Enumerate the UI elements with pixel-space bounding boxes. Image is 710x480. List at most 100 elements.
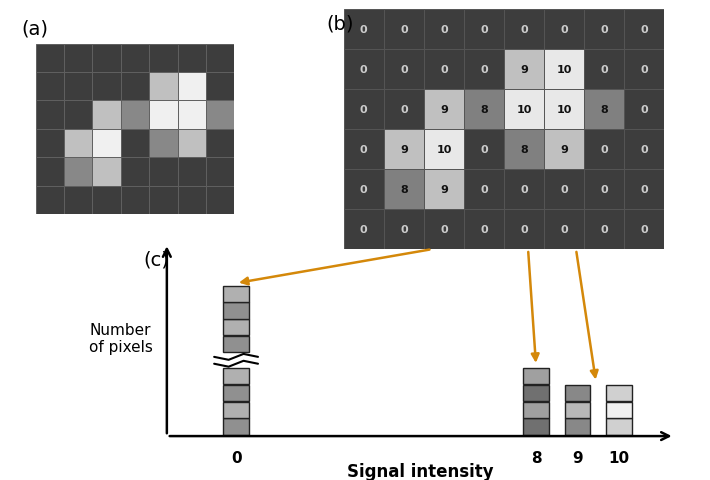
Bar xyxy=(149,130,178,158)
Bar xyxy=(92,130,121,158)
Text: 0: 0 xyxy=(440,225,448,235)
Text: 0: 0 xyxy=(400,105,408,115)
Text: 0: 0 xyxy=(360,24,368,35)
Text: 0: 0 xyxy=(400,24,408,35)
Text: 10: 10 xyxy=(557,105,572,115)
Bar xyxy=(121,73,149,101)
Bar xyxy=(64,130,92,158)
Text: 9: 9 xyxy=(440,185,448,194)
Text: 10: 10 xyxy=(557,65,572,74)
Text: 0: 0 xyxy=(640,144,648,155)
Text: 0: 0 xyxy=(640,225,648,235)
Bar xyxy=(224,419,248,434)
Bar xyxy=(149,101,178,130)
Bar xyxy=(178,45,206,73)
Bar xyxy=(121,186,149,215)
Bar xyxy=(178,186,206,215)
Bar xyxy=(424,130,464,169)
Text: 10: 10 xyxy=(608,450,630,465)
Bar xyxy=(504,10,544,49)
Text: (b): (b) xyxy=(327,14,354,34)
Bar xyxy=(424,10,464,49)
Bar xyxy=(544,169,584,210)
Text: 0: 0 xyxy=(360,65,368,74)
Text: 0: 0 xyxy=(400,65,408,74)
Text: 0: 0 xyxy=(520,185,528,194)
Text: 0: 0 xyxy=(360,225,368,235)
Bar xyxy=(149,45,178,73)
Bar xyxy=(464,130,504,169)
Text: 0: 0 xyxy=(601,24,608,35)
Bar xyxy=(92,101,121,130)
Text: 0: 0 xyxy=(440,24,448,35)
Bar xyxy=(384,169,424,210)
Text: 10: 10 xyxy=(516,105,532,115)
Bar xyxy=(64,45,92,73)
Bar xyxy=(178,130,206,158)
Bar xyxy=(92,45,121,73)
Bar xyxy=(224,402,248,418)
Bar xyxy=(206,101,234,130)
Bar xyxy=(344,49,384,90)
Bar xyxy=(565,402,590,418)
Text: 0: 0 xyxy=(640,185,648,194)
Bar xyxy=(384,130,424,169)
Bar xyxy=(64,158,92,186)
Text: 0: 0 xyxy=(480,24,488,35)
Text: 8: 8 xyxy=(520,144,528,155)
Bar xyxy=(64,101,92,130)
Bar xyxy=(224,385,248,401)
Bar xyxy=(64,73,92,101)
Text: (c): (c) xyxy=(143,250,170,269)
Text: 0: 0 xyxy=(601,144,608,155)
Bar xyxy=(523,385,549,401)
Bar xyxy=(544,10,584,49)
Text: 9: 9 xyxy=(520,65,528,74)
Text: 0: 0 xyxy=(480,65,488,74)
Text: 0: 0 xyxy=(560,24,568,35)
Text: 0: 0 xyxy=(480,185,488,194)
Text: 0: 0 xyxy=(520,24,528,35)
Bar xyxy=(224,286,248,302)
Bar xyxy=(92,73,121,101)
Text: 0: 0 xyxy=(601,225,608,235)
Bar xyxy=(523,419,549,434)
Text: 9: 9 xyxy=(440,105,448,115)
Bar xyxy=(206,45,234,73)
Bar xyxy=(178,158,206,186)
Text: 0: 0 xyxy=(520,225,528,235)
Text: 0: 0 xyxy=(400,225,408,235)
Text: 0: 0 xyxy=(360,185,368,194)
Bar xyxy=(36,101,64,130)
Text: 0: 0 xyxy=(480,225,488,235)
Text: 0: 0 xyxy=(360,105,368,115)
Bar xyxy=(624,210,665,250)
Text: Signal intensity: Signal intensity xyxy=(347,462,494,480)
Bar xyxy=(565,419,590,434)
Bar xyxy=(523,402,549,418)
Bar xyxy=(149,186,178,215)
Bar xyxy=(504,49,544,90)
Bar xyxy=(464,10,504,49)
Text: 0: 0 xyxy=(640,65,648,74)
Bar xyxy=(606,385,632,401)
Bar xyxy=(121,130,149,158)
Bar xyxy=(92,186,121,215)
Bar xyxy=(584,90,624,130)
Bar xyxy=(464,169,504,210)
Text: 0: 0 xyxy=(560,225,568,235)
Bar xyxy=(544,90,584,130)
Text: 9: 9 xyxy=(560,144,568,155)
Bar xyxy=(36,45,64,73)
Bar xyxy=(424,49,464,90)
Bar xyxy=(224,336,248,352)
Bar xyxy=(384,49,424,90)
Bar xyxy=(344,169,384,210)
Bar xyxy=(206,158,234,186)
Bar xyxy=(206,186,234,215)
Bar xyxy=(149,158,178,186)
Bar xyxy=(606,419,632,434)
Text: 8: 8 xyxy=(601,105,608,115)
Bar xyxy=(584,169,624,210)
Bar xyxy=(92,158,121,186)
